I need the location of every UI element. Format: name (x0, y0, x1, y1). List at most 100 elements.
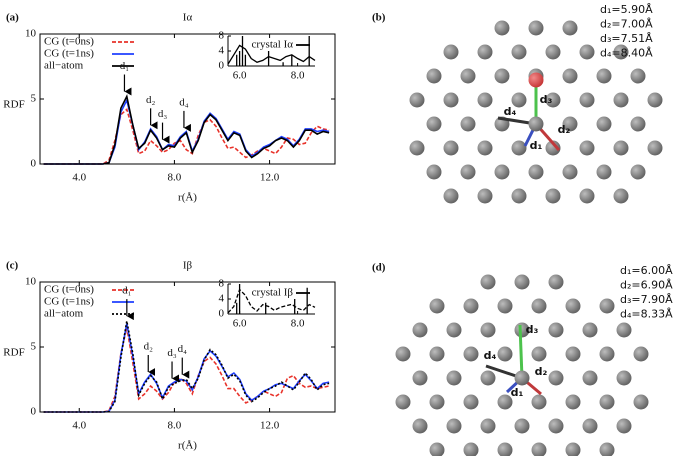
inset-line (227, 44, 316, 65)
y-tick-label: 5 (31, 93, 37, 105)
plot-frame (39, 281, 336, 413)
lattice-atom (494, 20, 510, 36)
legend-label: CG (t=0ns) (44, 284, 94, 296)
lattice-atom (528, 20, 544, 36)
x-tick-label: 4.0 (72, 172, 86, 184)
lattice-atom (545, 44, 561, 60)
lattice-atom (412, 418, 428, 434)
inset-y-tick-label: 4 (219, 45, 225, 57)
lattice-atom (395, 346, 411, 362)
lattice-atom (582, 418, 598, 434)
lattice-atom (511, 140, 527, 156)
lattice-atom (480, 274, 496, 290)
highlight-atom (528, 72, 544, 88)
lattice-atom (599, 442, 615, 456)
lattice-atom (426, 116, 442, 132)
distance-label: d₃=7.51Å (600, 32, 653, 45)
inset-y-tick-label: 0 (219, 308, 225, 320)
x-tick-label: 8.0 (168, 420, 182, 432)
lattice-atom (494, 68, 510, 84)
lattice-atom (579, 188, 595, 204)
panel-label: (d) (372, 262, 386, 274)
lattice-atom (579, 44, 595, 60)
lattice-atom (531, 442, 547, 456)
bond-label: d₁ (530, 139, 543, 152)
panel-label: (c) (6, 260, 19, 272)
bond-label: d₁ (511, 386, 524, 399)
inset-line (227, 288, 316, 314)
lattice-atom (426, 164, 442, 180)
annotation: d₂ (146, 94, 156, 106)
lattice-atom (630, 116, 646, 132)
lattice-atom (463, 442, 479, 456)
series-line (43, 107, 330, 165)
lattice-atom (565, 346, 581, 362)
lattice-atom (477, 92, 493, 108)
panel-label: (b) (372, 12, 386, 24)
y-axis-label: RDF (3, 99, 24, 111)
annotation: d₁ (122, 285, 132, 297)
lattice-atom (579, 92, 595, 108)
inset-x-tick-label: 6.0 (233, 318, 247, 330)
inset-legend-label: crystal Iα (252, 39, 294, 51)
legend-label: CG (t=0ns) (44, 36, 94, 48)
bond (518, 324, 524, 379)
lattice-atom (460, 164, 476, 180)
bond-label: d₂ (535, 365, 548, 378)
lattice-atom (480, 418, 496, 434)
lattice-atom (446, 370, 462, 386)
x-tick-label: 12.0 (260, 172, 280, 184)
lattice-atom (582, 370, 598, 386)
legend-label: all−atom (44, 60, 84, 72)
lattice-atom (565, 442, 581, 456)
panel-label: (a) (6, 12, 19, 24)
bond-label: d₃ (540, 93, 553, 106)
lattice-atom (647, 140, 663, 156)
annotation: d₄ (179, 96, 189, 108)
lattice-atom (545, 92, 561, 108)
distance-label: d₁=6.00Å (620, 264, 673, 277)
lattice-atom (562, 164, 578, 180)
y-axis-label: RDF (3, 347, 24, 359)
y-tick-label: 5 (31, 341, 37, 353)
lattice-atom (477, 44, 493, 60)
inset-x-tick-label: 8.0 (291, 70, 305, 82)
lattice-atom (616, 370, 632, 386)
chart-title: Iβ (183, 260, 193, 272)
lattice-atom (579, 140, 595, 156)
lattice-atom (599, 346, 615, 362)
lattice-atom (548, 370, 564, 386)
lattice-atom (409, 92, 425, 108)
lattice-atom (548, 418, 564, 434)
lattice-atom (633, 346, 649, 362)
lattice-atom (477, 140, 493, 156)
lattice-atom (616, 418, 632, 434)
lattice-atom (480, 370, 496, 386)
inset-x-tick-label: 8.0 (291, 318, 305, 330)
lattice-atom (633, 394, 649, 410)
series-line (43, 320, 330, 413)
y-tick-label: 10 (25, 28, 37, 40)
bond-label: d₃ (526, 323, 539, 336)
lattice-atom (497, 442, 513, 456)
distance-label: d₄=8.33Å (620, 308, 673, 321)
lattice-atom (548, 322, 564, 338)
lattice-atom (514, 418, 530, 434)
lattice-atom (630, 164, 646, 180)
inset-y-tick-label: 0 (219, 60, 225, 72)
lattice-atom (463, 394, 479, 410)
inset-y-tick-label: 8 (219, 30, 225, 42)
lattice-atom (497, 298, 513, 314)
lattice-atom (596, 116, 612, 132)
legend-label: CG (t=1ns) (44, 296, 94, 308)
x-axis-label: r(Å) (178, 192, 197, 204)
lattice-atom (409, 140, 425, 156)
lattice-atom (613, 44, 629, 60)
lattice-atom (582, 322, 598, 338)
lattice-atom (514, 274, 530, 290)
annotation: d₁ (120, 60, 130, 72)
lattice-atom (531, 298, 547, 314)
lattice-atom (562, 20, 578, 36)
lattice-atom (528, 164, 544, 180)
